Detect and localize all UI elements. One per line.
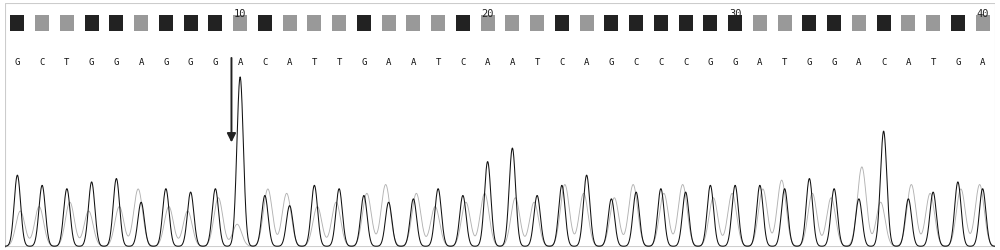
Text: C: C xyxy=(683,58,688,66)
Bar xyxy=(357,15,371,31)
Bar xyxy=(580,15,594,31)
Bar xyxy=(877,15,891,31)
Text: A: A xyxy=(237,58,243,66)
Bar xyxy=(283,15,297,31)
Bar xyxy=(85,15,99,31)
Text: 30: 30 xyxy=(729,8,741,19)
Text: T: T xyxy=(782,58,787,66)
Text: G: G xyxy=(163,58,169,66)
Bar xyxy=(530,15,544,31)
Text: G: G xyxy=(609,58,614,66)
Text: T: T xyxy=(930,58,936,66)
Bar xyxy=(258,15,272,31)
Bar xyxy=(703,15,717,31)
Text: T: T xyxy=(435,58,441,66)
Bar xyxy=(456,15,470,31)
Bar xyxy=(159,15,173,31)
Text: C: C xyxy=(39,58,45,66)
Text: G: G xyxy=(807,58,812,66)
Text: C: C xyxy=(633,58,639,66)
Text: A: A xyxy=(980,58,985,66)
Bar xyxy=(629,15,643,31)
Bar xyxy=(208,15,222,31)
Text: A: A xyxy=(906,58,911,66)
Text: A: A xyxy=(386,58,391,66)
Bar xyxy=(753,15,767,31)
Text: A: A xyxy=(856,58,862,66)
Bar xyxy=(332,15,346,31)
Text: 20: 20 xyxy=(481,8,494,19)
Text: A: A xyxy=(510,58,515,66)
Bar xyxy=(35,15,49,31)
Text: T: T xyxy=(534,58,540,66)
Bar xyxy=(505,15,519,31)
Bar xyxy=(60,15,74,31)
Bar xyxy=(679,15,693,31)
Text: G: G xyxy=(732,58,738,66)
Text: G: G xyxy=(361,58,367,66)
Bar xyxy=(802,15,816,31)
Text: T: T xyxy=(336,58,342,66)
Text: C: C xyxy=(658,58,664,66)
Text: A: A xyxy=(584,58,589,66)
Bar xyxy=(109,15,123,31)
Bar xyxy=(901,15,915,31)
Bar xyxy=(852,15,866,31)
Text: 40: 40 xyxy=(976,8,989,19)
Bar xyxy=(10,15,24,31)
Text: C: C xyxy=(460,58,466,66)
Text: T: T xyxy=(64,58,70,66)
Bar xyxy=(134,15,148,31)
Bar xyxy=(778,15,792,31)
Text: A: A xyxy=(411,58,416,66)
Text: C: C xyxy=(262,58,268,66)
Bar xyxy=(926,15,940,31)
Bar xyxy=(604,15,618,31)
Text: C: C xyxy=(559,58,565,66)
Text: G: G xyxy=(114,58,119,66)
Bar xyxy=(307,15,321,31)
Bar xyxy=(827,15,841,31)
Bar xyxy=(951,15,965,31)
Text: A: A xyxy=(138,58,144,66)
Text: 10: 10 xyxy=(234,8,246,19)
Text: G: G xyxy=(188,58,193,66)
Text: G: G xyxy=(708,58,713,66)
Text: A: A xyxy=(485,58,490,66)
Text: C: C xyxy=(881,58,886,66)
Bar xyxy=(976,15,990,31)
Bar xyxy=(555,15,569,31)
Bar xyxy=(382,15,396,31)
Text: T: T xyxy=(312,58,317,66)
Bar xyxy=(431,15,445,31)
Bar xyxy=(728,15,742,31)
Text: G: G xyxy=(831,58,837,66)
Bar xyxy=(406,15,420,31)
Text: G: G xyxy=(15,58,20,66)
Text: A: A xyxy=(757,58,763,66)
Bar xyxy=(184,15,198,31)
Text: A: A xyxy=(287,58,292,66)
Bar xyxy=(481,15,495,31)
Text: G: G xyxy=(89,58,94,66)
Bar xyxy=(233,15,247,31)
Bar xyxy=(654,15,668,31)
Text: G: G xyxy=(955,58,961,66)
Text: G: G xyxy=(213,58,218,66)
